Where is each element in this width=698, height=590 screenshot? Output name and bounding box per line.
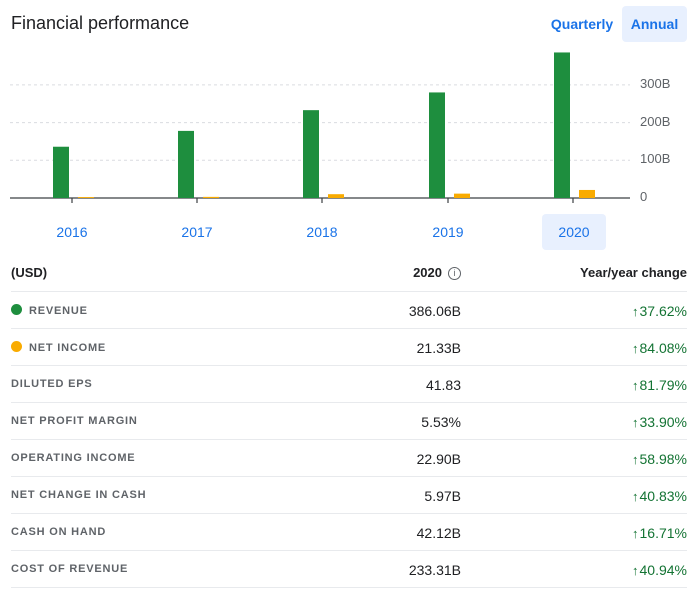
revenue-bar-2019[interactable]: [429, 92, 445, 198]
row-change: ↑40.83%: [632, 488, 687, 504]
net-income-legend-dot-icon: [11, 341, 22, 352]
row-value: 233.31B: [408, 562, 461, 578]
row-label-text: OPERATING INCOME: [11, 452, 136, 464]
net-income-bar-2019[interactable]: [454, 193, 470, 198]
y-tick-label: 300B: [640, 75, 671, 91]
revenue-legend-dot-icon: [11, 304, 22, 315]
arrow-up-icon: ↑: [632, 452, 639, 467]
row-label: NET CHANGE IN CASH: [11, 489, 146, 501]
currency-header: (USD): [11, 265, 48, 280]
y-tick-label: 0: [640, 189, 648, 204]
row-label-text: NET CHANGE IN CASH: [11, 489, 147, 501]
row-label-text: REVENUE: [29, 305, 88, 317]
row-value: 21.33B: [416, 340, 461, 356]
row-change-text: 40.94%: [639, 562, 687, 578]
chart-canvas: [10, 52, 630, 203]
row-value: 41.83: [425, 377, 461, 393]
arrow-up-icon: ↑: [632, 341, 639, 356]
year-button-2016[interactable]: 2016: [56, 224, 88, 240]
row-label-text: COST OF REVENUE: [11, 563, 129, 575]
row-change-text: 40.83%: [639, 488, 687, 504]
row-change-text: 81.79%: [639, 377, 687, 393]
row-value: 386.06B: [408, 303, 461, 319]
table-header: (USD) 2020 i Year/year change: [11, 255, 687, 292]
revenue-bar-2016[interactable]: [53, 146, 69, 198]
row-label: NET INCOME: [11, 341, 106, 354]
row-change-text: 84.08%: [639, 340, 687, 356]
row-change-text: 33.90%: [639, 414, 687, 430]
net-income-bar-2020[interactable]: [579, 189, 595, 198]
arrow-up-icon: ↑: [632, 304, 639, 319]
arrow-up-icon: ↑: [632, 378, 639, 393]
page-title: Financial performance: [11, 13, 190, 33]
row-value: 42.12B: [416, 525, 461, 541]
row-change-text: 37.62%: [639, 303, 687, 319]
revenue-bar-2018[interactable]: [303, 110, 319, 198]
row-label-text: CASH ON HAND: [11, 526, 107, 538]
row-label: DILUTED EPS: [11, 378, 93, 390]
row-value: 5.97B: [424, 488, 461, 504]
financial-table: (USD) 2020 i Year/year change REVENUE 386.…: [11, 255, 687, 588]
row-label-text: NET INCOME: [29, 342, 107, 354]
y-tick-label: 100B: [640, 151, 671, 167]
row-label: COST OF REVENUE: [11, 563, 128, 575]
revenue-bar-2017[interactable]: [178, 130, 194, 198]
info-icon[interactable]: i: [448, 267, 461, 281]
row-change: ↑16.71%: [632, 525, 687, 541]
net-income-bar-2018[interactable]: [328, 194, 344, 198]
financial-bar-chart: 300B 200B 100B 0 2016 2017 2018 2019 2020: [0, 48, 698, 250]
row-value: 5.53%: [421, 414, 461, 430]
table-row: CASH ON HAND 42.12B ↑16.71%: [11, 514, 687, 551]
row-value: 22.90B: [416, 451, 461, 467]
arrow-up-icon: ↑: [632, 526, 639, 541]
net-income-bar-2016[interactable]: [78, 197, 94, 198]
table-row: OPERATING INCOME 22.90B ↑58.98%: [11, 440, 687, 477]
row-label: NET PROFIT MARGIN: [11, 415, 138, 427]
row-label: OPERATING INCOME: [11, 452, 135, 464]
table-body: REVENUE 386.06B ↑37.62% NET INCOME 21.33B ↑84…: [11, 292, 687, 588]
row-change-text: 16.71%: [639, 525, 687, 541]
year-button-2018[interactable]: 2018: [306, 224, 338, 240]
year-button-2020[interactable]: 2020: [542, 214, 606, 250]
year-header: 2020 i: [413, 265, 461, 281]
header: Financial performance Quarterly Annual: [0, 0, 698, 48]
change-header: Year/year change: [580, 265, 687, 280]
row-label-text: NET PROFIT MARGIN: [11, 415, 138, 427]
arrow-up-icon: ↑: [632, 489, 639, 504]
arrow-up-icon: ↑: [632, 415, 639, 430]
revenue-bar-2020[interactable]: [554, 52, 570, 198]
table-row: NET CHANGE IN CASH 5.97B ↑40.83%: [11, 477, 687, 514]
net-income-bar-2017[interactable]: [203, 196, 219, 198]
row-change-text: 58.98%: [639, 451, 687, 467]
row-change: ↑81.79%: [632, 377, 687, 393]
row-label: REVENUE: [11, 304, 88, 317]
row-change: ↑37.62%: [632, 303, 687, 319]
year-header-text: 2020: [413, 265, 442, 280]
table-row: NET PROFIT MARGIN 5.53% ↑33.90%: [11, 403, 687, 440]
table-row: COST OF REVENUE 233.31B ↑40.94%: [11, 551, 687, 588]
row-label: CASH ON HAND: [11, 526, 106, 538]
quarterly-toggle-button[interactable]: Quarterly: [550, 16, 614, 32]
table-row: DILUTED EPS 41.83 ↑81.79%: [11, 366, 687, 403]
row-label-text: DILUTED EPS: [11, 378, 93, 390]
table-row: NET INCOME 21.33B ↑84.08%: [11, 329, 687, 366]
year-button-2019[interactable]: 2019: [432, 224, 464, 240]
table-row: REVENUE 386.06B ↑37.62%: [11, 292, 687, 329]
annual-toggle-button[interactable]: Annual: [622, 6, 687, 42]
arrow-up-icon: ↑: [632, 563, 639, 578]
row-change: ↑84.08%: [632, 340, 687, 356]
row-change: ↑33.90%: [632, 414, 687, 430]
row-change: ↑58.98%: [632, 451, 687, 467]
row-change: ↑40.94%: [632, 562, 687, 578]
y-tick-label: 200B: [640, 113, 671, 129]
year-button-2017[interactable]: 2017: [181, 224, 213, 240]
